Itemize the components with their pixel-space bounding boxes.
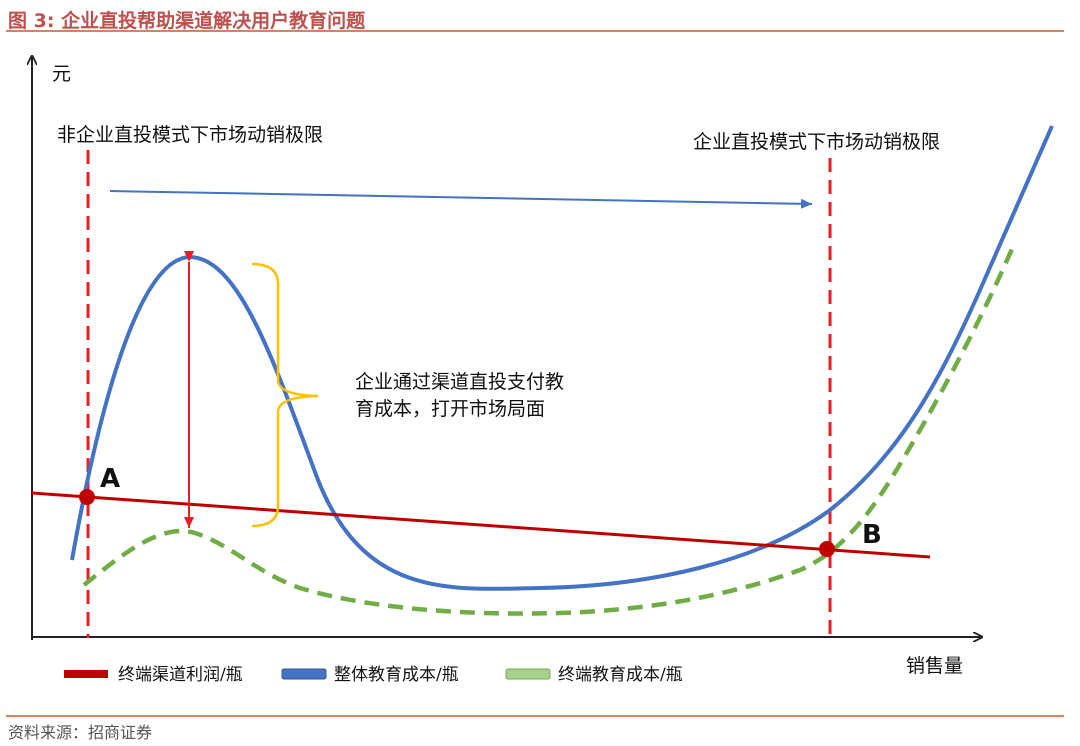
legend: 终端渠道利润/瓶 整体教育成本/瓶 终端教育成本/瓶 — [64, 665, 683, 685]
figure-number: 图 3: — [8, 10, 55, 32]
bottom-rule — [6, 715, 1064, 717]
legend-label-terminal: 终端教育成本/瓶 — [558, 665, 683, 685]
point-a-marker — [79, 489, 95, 505]
left-limit-label: 非企业直投模式下市场动销极限 — [57, 124, 323, 146]
point-a-label: A — [100, 464, 120, 494]
y-axis-label: 元 — [52, 63, 71, 85]
legend-label-overall: 整体教育成本/瓶 — [334, 665, 459, 685]
point-b-marker — [819, 541, 835, 557]
point-b-label: B — [862, 520, 882, 550]
right-limit-label: 企业直投模式下市场动销极限 — [693, 131, 940, 153]
legend-label-profit: 终端渠道利润/瓶 — [118, 665, 243, 685]
terminal-channel-profit-line — [31, 491, 931, 559]
figure-title-text: 企业直投帮助渠道解决用户教育问题 — [61, 10, 366, 32]
overall-education-cost-curve — [70, 125, 1054, 591]
terminal-education-cost-curve — [82, 241, 1018, 616]
annotation-bracket — [251, 262, 319, 528]
legend-swatch-overall — [281, 668, 327, 680]
source-note: 资料来源：招商证券 — [8, 723, 153, 742]
legend-swatch-profit — [64, 670, 108, 678]
shift-arrow — [109, 190, 813, 209]
figure-title: 图 3: 企业直投帮助渠道解决用户教育问题 — [8, 6, 365, 33]
annotation-line-1: 企业通过渠道直投支付教 — [355, 371, 564, 393]
legend-swatch-terminal — [505, 668, 551, 680]
annotation-line-2: 育成本，打开市场局面 — [355, 398, 545, 420]
top-rule — [6, 30, 1064, 32]
x-axis-label: 销售量 — [906, 655, 963, 677]
